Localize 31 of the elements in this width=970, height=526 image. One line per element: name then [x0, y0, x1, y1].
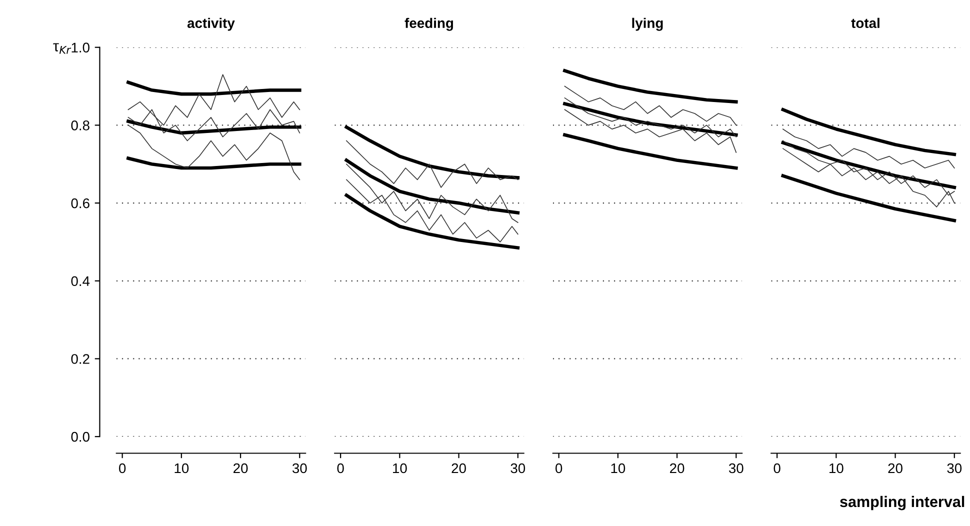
x-tick-label: 10 — [611, 463, 626, 474]
x-tick-label: 20 — [452, 463, 466, 474]
y-tick-label: 0.0 — [71, 432, 90, 442]
text: sampling interval — [840, 496, 964, 510]
chart-title: feeding — [404, 18, 453, 31]
line-series — [126, 80, 302, 96]
chart-title: lying — [632, 18, 663, 31]
y-tick-label: 0.2 — [71, 354, 90, 364]
x-tick-label: 0 — [337, 463, 344, 474]
x-tick-label: 10 — [393, 463, 407, 474]
x-tick-label: 10 — [174, 463, 189, 474]
x-tick-label: 20 — [670, 463, 684, 474]
line-series — [126, 120, 302, 135]
y-tick-label: 0.8 — [71, 120, 90, 130]
chart-title: total — [851, 18, 880, 28]
x-tick-label: 30 — [947, 463, 962, 474]
x-tick-label: 10 — [830, 463, 844, 474]
x-tick-label: 0 — [118, 463, 126, 474]
y-tick-label: 0.6 — [71, 198, 90, 208]
x-tick-label: 0 — [774, 463, 780, 474]
x-tick-label: 30 — [510, 463, 526, 474]
y-axis-title: τ$_{Kr}$ — [53, 43, 72, 54]
line-series — [126, 156, 302, 170]
x-tick-label: 30 — [292, 463, 307, 474]
x-tick-label: 20 — [234, 463, 248, 474]
chart-title: activity — [187, 18, 235, 31]
x-tick-label: 0 — [555, 463, 562, 474]
x-tick-label: 30 — [728, 463, 744, 474]
y-tick-label: 0.4 — [71, 276, 90, 286]
x-tick-label: 20 — [888, 463, 902, 474]
y-tick-label: 1.0 — [72, 42, 90, 53]
